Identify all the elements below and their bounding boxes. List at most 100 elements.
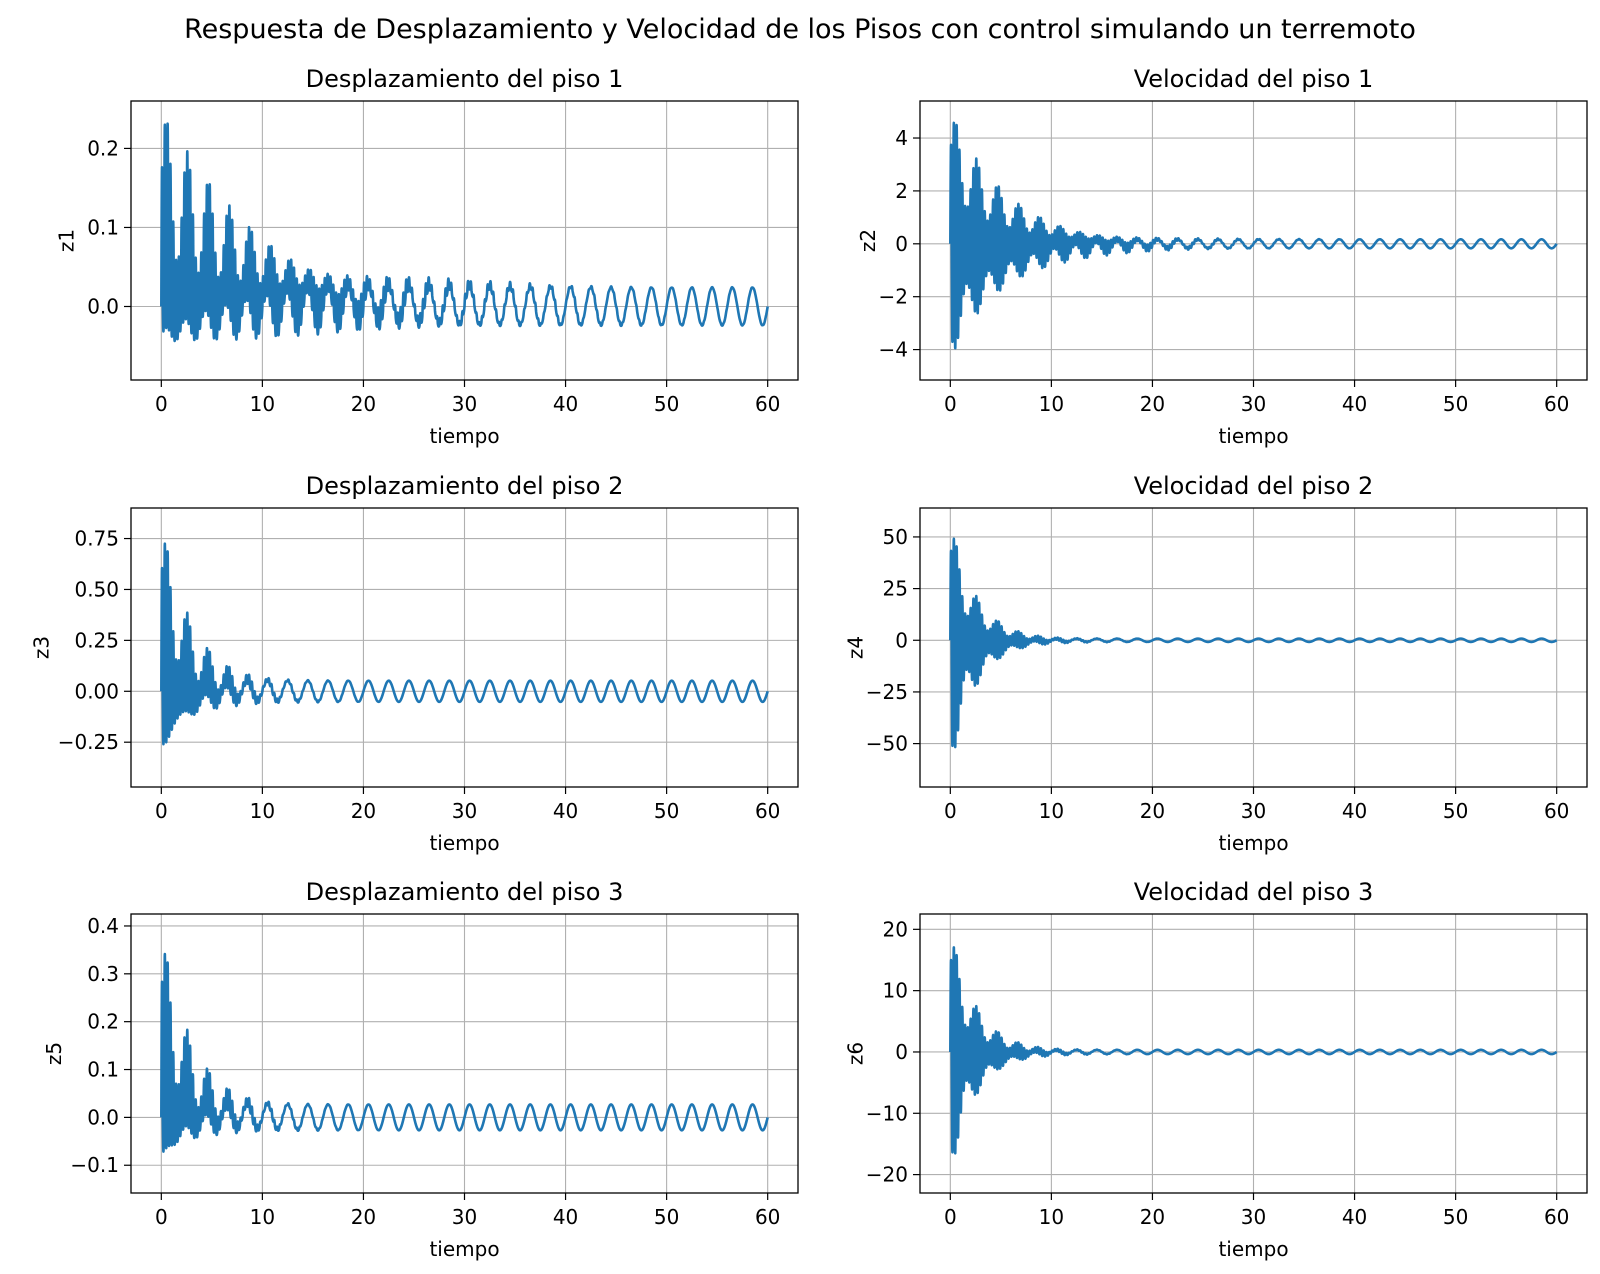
x-axis-label: tiempo [429, 1237, 499, 1261]
x-tick-label: 10 [1039, 1205, 1064, 1229]
subplot-title: Desplazamiento del piso 3 [306, 878, 624, 906]
x-tick-label: 20 [351, 392, 376, 416]
y-tick-label: 0.00 [74, 679, 119, 703]
y-tick-label: 50 [883, 525, 908, 549]
y-axis-label: z1 [55, 229, 79, 252]
x-axis-label: tiempo [1218, 1237, 1288, 1261]
series-line [949, 946, 1558, 1155]
x-axis-label: tiempo [429, 424, 499, 448]
x-tick-label: 50 [654, 799, 679, 823]
x-tick-label: 50 [654, 1205, 679, 1229]
y-tick-label: 10 [883, 979, 908, 1003]
y-tick-label: 0 [895, 628, 908, 652]
y-tick-label: 2 [895, 179, 908, 203]
x-tick-label: 10 [1039, 799, 1064, 823]
subplot-5: 0 10 20 30 40 50 60 −0.1 0.0 0.1 0.2 0.3 0.4 Desplaza… [42, 878, 799, 1261]
subplot-1: 0 10 20 30 40 50 60 0.0 0.1 0.2 Desplazamiento del… [55, 65, 799, 448]
y-tick-label: 0.25 [74, 628, 119, 652]
y-tick-label: 0 [895, 1040, 908, 1064]
x-tick-label: 10 [250, 392, 275, 416]
series-line [160, 952, 769, 1153]
x-tick-label: 30 [1241, 392, 1266, 416]
x-tick-label: 50 [654, 392, 679, 416]
y-axis-label: z3 [30, 636, 54, 659]
x-tick-label: 40 [553, 1205, 578, 1229]
x-tick-label: 20 [1140, 1205, 1165, 1229]
series-line [949, 537, 1558, 749]
x-tick-label: 20 [1140, 799, 1165, 823]
series-line [160, 542, 769, 746]
x-tick-label: 30 [1241, 799, 1266, 823]
x-tick-label: 40 [553, 799, 578, 823]
x-tick-label: 20 [351, 799, 376, 823]
x-tick-label: 20 [351, 1205, 376, 1229]
series-line [949, 121, 1558, 350]
subplot-2: 0 10 20 30 40 50 60 −4 −2 0 2 4 Velocidad del piso 1… [856, 65, 1588, 448]
y-tick-label: −4 [879, 338, 908, 362]
y-tick-label: 0.1 [87, 215, 119, 239]
y-tick-label: 0.1 [87, 1058, 119, 1082]
x-tick-label: 30 [1241, 1205, 1266, 1229]
y-tick-label: 0.4 [87, 914, 119, 938]
subplot-title: Desplazamiento del piso 1 [306, 65, 624, 93]
subplot-title: Velocidad del piso 1 [1134, 65, 1374, 93]
x-tick-label: 50 [1443, 799, 1468, 823]
x-tick-label: 60 [1544, 799, 1569, 823]
x-tick-label: 0 [155, 1205, 168, 1229]
x-tick-label: 10 [1039, 392, 1064, 416]
x-axis-label: tiempo [429, 831, 499, 855]
subplot-3: 0 10 20 30 40 50 60 −0.25 0.00 0.25 0.50 0.75 Despla… [30, 472, 799, 855]
series-line [160, 122, 769, 343]
y-tick-label: −10 [866, 1101, 908, 1125]
x-tick-label: 60 [755, 1205, 780, 1229]
x-tick-label: 0 [155, 799, 168, 823]
y-tick-label: 20 [883, 917, 908, 941]
x-tick-label: 40 [1342, 799, 1367, 823]
x-tick-label: 0 [944, 799, 957, 823]
x-tick-label: 60 [1544, 392, 1569, 416]
y-tick-label: 0.75 [74, 527, 119, 551]
y-tick-label: −0.25 [58, 730, 119, 754]
x-tick-label: 40 [553, 392, 578, 416]
subplot-title: Velocidad del piso 2 [1134, 472, 1374, 500]
y-tick-label: −50 [866, 732, 908, 756]
subplot-title: Desplazamiento del piso 2 [306, 472, 624, 500]
y-axis-label: z6 [844, 1042, 868, 1065]
y-tick-label: 0.2 [87, 1010, 119, 1034]
y-tick-label: 0.2 [87, 136, 119, 160]
y-tick-label: 0 [895, 232, 908, 256]
y-tick-label: 0.0 [87, 1105, 119, 1129]
x-tick-label: 60 [1544, 1205, 1569, 1229]
x-tick-label: 10 [250, 799, 275, 823]
x-tick-label: 40 [1342, 392, 1367, 416]
x-tick-label: 30 [452, 392, 477, 416]
y-axis-label: z2 [856, 229, 880, 252]
x-tick-label: 50 [1443, 392, 1468, 416]
subplot-6: 0 10 20 30 40 50 60 −20 −10 0 10 20 Velocidad del pi… [844, 878, 1588, 1261]
x-tick-label: 30 [452, 799, 477, 823]
y-axis-label: z4 [844, 636, 868, 659]
x-tick-label: 0 [944, 1205, 957, 1229]
subplot-title: Velocidad del piso 3 [1134, 878, 1374, 906]
x-tick-label: 0 [155, 392, 168, 416]
x-tick-label: 10 [250, 1205, 275, 1229]
y-tick-label: −0.1 [70, 1153, 119, 1177]
y-tick-label: 0.3 [87, 962, 119, 986]
x-tick-label: 60 [755, 392, 780, 416]
x-tick-label: 0 [944, 392, 957, 416]
y-tick-label: −25 [866, 680, 908, 704]
y-tick-label: −20 [866, 1163, 908, 1187]
x-tick-label: 40 [1342, 1205, 1367, 1229]
y-axis-label: z5 [42, 1042, 66, 1065]
x-axis-label: tiempo [1218, 424, 1288, 448]
x-axis-label: tiempo [1218, 831, 1288, 855]
y-tick-label: −2 [879, 285, 908, 309]
subplot-4: 0 10 20 30 40 50 60 −50 −25 0 25 50 Velocidad del pi… [844, 472, 1588, 855]
x-tick-label: 50 [1443, 1205, 1468, 1229]
x-tick-label: 60 [755, 799, 780, 823]
x-tick-label: 30 [452, 1205, 477, 1229]
y-tick-label: 0.50 [74, 577, 119, 601]
y-tick-label: 0.0 [87, 294, 119, 318]
x-tick-label: 20 [1140, 392, 1165, 416]
